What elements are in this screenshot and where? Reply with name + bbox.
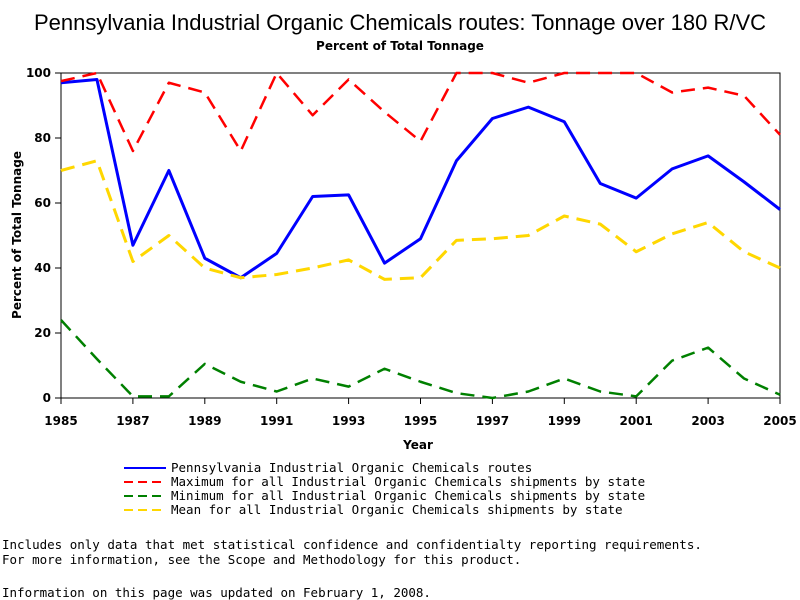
x-tick-label: 1995	[404, 414, 437, 428]
legend: Pennsylvania Industrial Organic Chemical…	[124, 460, 645, 517]
x-tick-label: 2005	[763, 414, 796, 428]
legend-label-2: Maximum for all Industrial Organic Chemi…	[171, 474, 645, 489]
y-axis-title: Percent of Total Tonnage	[10, 151, 24, 319]
y-tick-label: 20	[34, 326, 51, 340]
chart-title: Pennsylvania Industrial Organic Chemical…	[34, 10, 766, 35]
y-tick-label: 80	[34, 131, 51, 145]
series-line-4	[60, 159, 781, 281]
series-line-1	[60, 78, 781, 280]
note-updated: Information on this page was updated on …	[2, 585, 431, 600]
series-line-3	[60, 319, 781, 400]
y-tick-label: 60	[34, 196, 51, 210]
chart-subtitle: Percent of Total Tonnage	[316, 39, 484, 53]
y-tick-label: 100	[26, 66, 51, 80]
x-tick-label: 1989	[188, 414, 221, 428]
y-tick-label: 0	[43, 391, 51, 405]
series-line-2	[60, 71, 781, 153]
legend-label-3: Minimum for all Industrial Organic Chemi…	[171, 488, 645, 503]
x-tick-label: 1999	[548, 414, 581, 428]
legend-label-4: Mean for all Industrial Organic Chemical…	[171, 502, 623, 517]
x-axis-title: Year	[402, 438, 433, 452]
note-methodology: For more information, see the Scope and …	[2, 552, 522, 567]
x-tick-label: 1997	[476, 414, 509, 428]
y-tick-label: 40	[34, 261, 51, 275]
x-tick-label: 2003	[691, 414, 724, 428]
x-tick-label: 1987	[116, 414, 149, 428]
x-tick-label: 1985	[44, 414, 77, 428]
x-tick-label: 2001	[619, 414, 652, 428]
x-tick-label: 1991	[260, 414, 293, 428]
note-confidence: Includes only data that met statistical …	[2, 537, 702, 552]
x-tick-label: 1993	[332, 414, 365, 428]
legend-label-1: Pennsylvania Industrial Organic Chemical…	[171, 460, 532, 475]
